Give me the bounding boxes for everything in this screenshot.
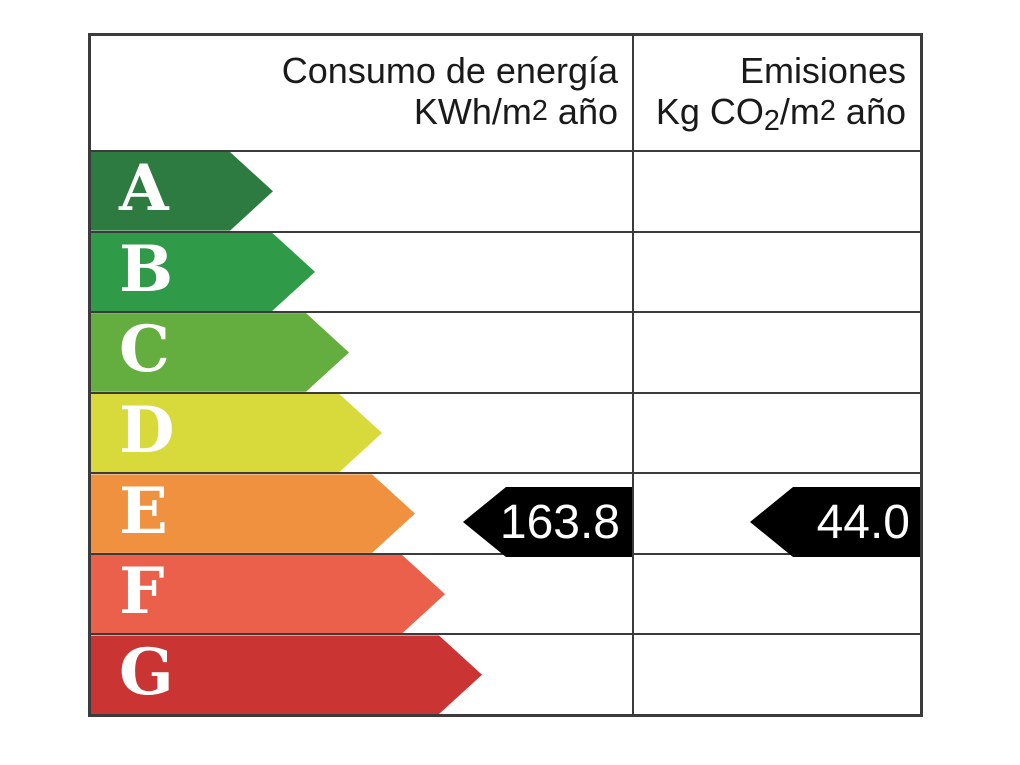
emissions-title: Emisiones — [739, 50, 906, 91]
rating-letter-f: F — [119, 554, 165, 630]
rating-row-c: C — [91, 313, 920, 394]
rating-letter-e: E — [119, 473, 168, 549]
emissions-unit-prefix: Kg CO — [655, 91, 764, 132]
rating-letter-b: B — [119, 231, 174, 307]
emissions-value: 44.0 — [816, 495, 910, 549]
consumption-value: 163.8 — [499, 495, 620, 549]
rating-row-f: F — [91, 555, 920, 636]
emissions-unit-suffix: año — [835, 91, 906, 132]
rating-letter-g: G — [119, 634, 174, 710]
emissions-header: Emisiones Kg CO2/m2 año — [634, 36, 920, 150]
rating-rows: A B C D E F — [91, 152, 920, 714]
rating-arrow-a: A — [91, 152, 273, 231]
rating-arrow-c: C — [91, 313, 349, 392]
consumption-header: Consumo de energía KWh/m2 año — [91, 36, 634, 150]
rating-row-b: B — [91, 233, 920, 314]
rating-arrow-f: F — [91, 555, 445, 634]
rating-row-a: A — [91, 152, 920, 233]
table-header: Consumo de energía KWh/m2 año Emisiones … — [91, 36, 920, 152]
rating-arrow-g: G — [91, 635, 482, 714]
emissions-unit-mid: /m — [779, 91, 820, 132]
rating-letter-c: C — [119, 312, 170, 388]
emissions-unit: Kg CO2/m2 año — [634, 91, 906, 138]
column-divider — [632, 36, 634, 714]
consumption-unit-prefix: KWh/m — [413, 91, 532, 132]
consumption-unit-exponent: 2 — [531, 94, 548, 127]
rating-arrow-e: E — [91, 474, 415, 553]
rating-row-e: E — [91, 474, 920, 555]
energy-rating-table: Consumo de energía KWh/m2 año Emisiones … — [88, 33, 923, 717]
consumption-unit-suffix: año — [547, 91, 618, 132]
consumption-unit: KWh/m2 año — [91, 91, 618, 136]
rating-row-g: G — [91, 635, 920, 714]
emissions-unit-subscript: 2 — [763, 105, 780, 138]
rating-row-d: D — [91, 394, 920, 475]
emissions-unit-exponent: 2 — [819, 94, 836, 127]
rating-letter-a: A — [119, 151, 169, 227]
consumption-title: Consumo de energía — [281, 50, 618, 91]
rating-letter-d: D — [119, 393, 175, 469]
rating-arrow-b: B — [91, 233, 315, 312]
rating-arrow-d: D — [91, 394, 382, 473]
